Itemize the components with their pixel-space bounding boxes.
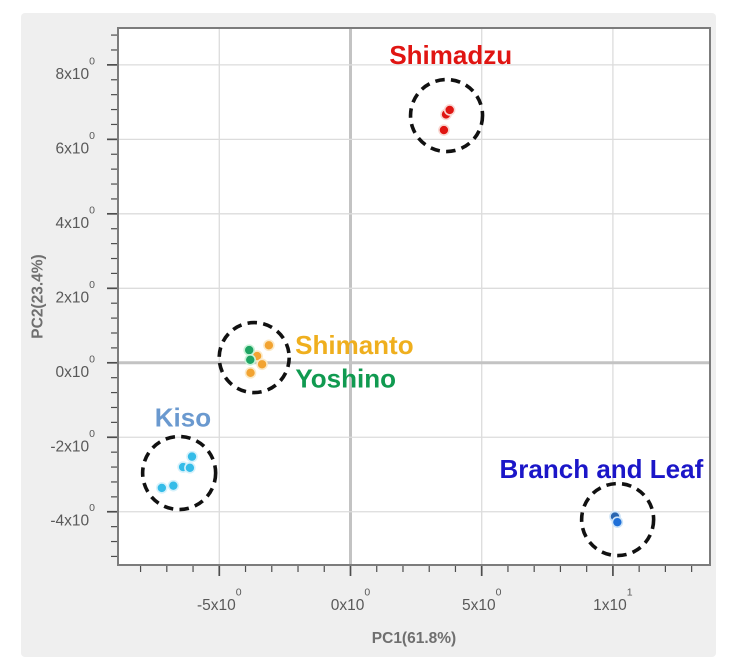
y-tick-label-mantissa: 6x10 — [56, 140, 90, 157]
y-axis-title: PC2(23.4%) — [30, 254, 47, 338]
cluster-label-shimadzu: Shimadzu — [389, 40, 512, 70]
y-tick-label-mantissa: 0x10 — [56, 364, 90, 381]
cluster-label-branch-and-leaf: Branch and Leaf — [500, 454, 704, 484]
cluster-circle-shimadzu — [408, 77, 485, 154]
x-tick-label: 0x100 — [331, 587, 371, 615]
y-tick-label-mantissa: 4x10 — [56, 215, 90, 232]
y-tick-label-mantissa: 8x10 — [56, 66, 90, 83]
data-point-shimanto — [256, 358, 268, 371]
cluster-label-shimanto: Shimanto — [295, 330, 413, 360]
plot-area — [118, 28, 710, 565]
y-tick-label: 6x100 — [56, 130, 96, 158]
y-tick-label-mantissa: 2x10 — [56, 289, 90, 306]
x-tick-label-mantissa: 5x10 — [462, 597, 496, 614]
data-point-kiso — [156, 482, 168, 494]
data-point-shimanto — [263, 339, 275, 352]
x-tick-label-exponent: 0 — [236, 587, 242, 599]
data-point-shimadzu — [443, 104, 456, 116]
y-tick-label: -4x100 — [50, 502, 95, 530]
y-tick-label: 4x100 — [56, 204, 96, 232]
y-tick-label-exponent: 0 — [89, 279, 95, 291]
data-point-yoshino — [244, 354, 257, 366]
x-tick-label-mantissa: -5x10 — [197, 597, 236, 614]
data-point-shimanto — [244, 367, 257, 379]
x-tick-label-exponent: 1 — [627, 587, 633, 599]
x-tick-label: 1x101 — [593, 587, 633, 615]
x-tick-label-exponent: 0 — [496, 587, 502, 599]
x-tick-label: 5x100 — [462, 587, 502, 615]
x-tick-label-exponent: 0 — [364, 587, 370, 599]
x-tick-label: -5x100 — [197, 587, 242, 615]
y-tick-label-exponent: 0 — [89, 353, 95, 365]
y-tick-label: 8x100 — [56, 55, 96, 83]
y-tick-label: 0x100 — [56, 353, 96, 381]
data-point-kiso — [167, 479, 180, 492]
plot-border — [117, 27, 711, 566]
y-tick-label-exponent: 0 — [89, 55, 95, 67]
y-tick-label-mantissa: -4x10 — [50, 513, 89, 530]
data-point-yoshino — [243, 344, 256, 356]
x-axis-title: PC1(61.8%) — [372, 630, 456, 647]
data-point-kiso — [186, 450, 198, 463]
x-tick-label-mantissa: 1x10 — [593, 597, 627, 614]
data-point-shimadzu — [438, 124, 450, 136]
cluster-circle-shimanto — [217, 320, 291, 395]
y-tick-label: -2x100 — [50, 428, 95, 456]
y-tick-label-mantissa: -2x10 — [50, 438, 89, 455]
y-tick-label-exponent: 0 — [89, 428, 95, 440]
cluster-label-yoshino: Yoshino — [295, 364, 396, 394]
x-tick-label-mantissa: 0x10 — [331, 597, 365, 614]
cluster-circle-kiso — [140, 434, 218, 512]
y-tick-label: 2x100 — [56, 279, 96, 307]
y-tick-label-exponent: 0 — [89, 130, 95, 142]
data-point-kiso — [184, 462, 196, 474]
y-tick-label-exponent: 0 — [89, 502, 95, 514]
cluster-label-kiso: Kiso — [155, 402, 211, 432]
data-point-branch-and-leaf — [611, 516, 624, 528]
y-tick-label-exponent: 0 — [89, 204, 95, 216]
cluster-circle-branch-and-leaf — [579, 481, 656, 558]
